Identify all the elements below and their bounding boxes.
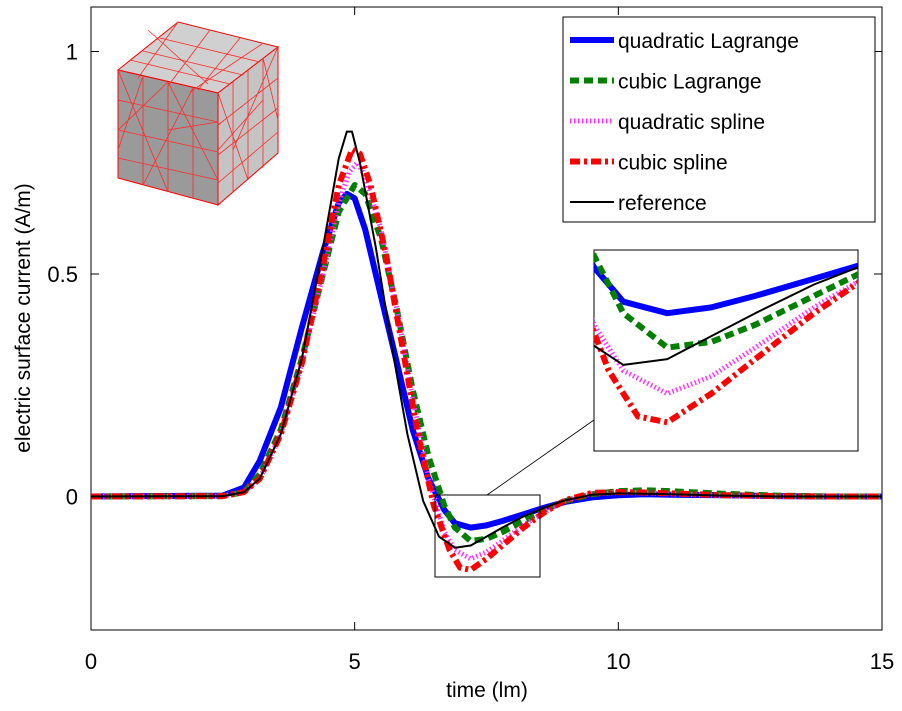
y-tick-label: 0: [66, 485, 78, 510]
x-tick-label: 10: [606, 649, 630, 674]
series-layer: [91, 130, 882, 573]
zoom-connector-line: [486, 419, 595, 496]
legend-label-reference: reference: [618, 192, 707, 215]
legend-label-cubic-spline: cubic spline: [618, 152, 728, 175]
x-tick-label: 0: [85, 649, 97, 674]
y-axis-label: electric surface current (A/m): [12, 183, 35, 453]
x-axis-label: time (lm): [446, 679, 528, 702]
series-line-cubic-spline: [91, 146, 882, 573]
inset-line-cubic-spline: [594, 279, 858, 426]
series-line-reference: [91, 130, 882, 549]
legend-box: [562, 16, 876, 223]
x-tick-label: 15: [870, 649, 894, 674]
y-tick-label: 0.5: [47, 262, 78, 287]
inset-line-cubic-lagrange: [594, 250, 858, 351]
inset-series-layer: [594, 250, 858, 426]
x-tick-label: 5: [349, 649, 361, 674]
legend-label-quadratic-spline: quadratic spline: [618, 111, 765, 134]
y-tick-label: 1: [66, 40, 78, 65]
cube-mesh-icon: [116, 21, 280, 207]
legend: quadratic Lagrange cubic Lagrange quadrati…: [562, 16, 876, 223]
legend-label-quadratic-lagrange: quadratic Lagrange: [618, 30, 799, 53]
legend-label-cubic-lagrange: cubic Lagrange: [618, 71, 762, 94]
